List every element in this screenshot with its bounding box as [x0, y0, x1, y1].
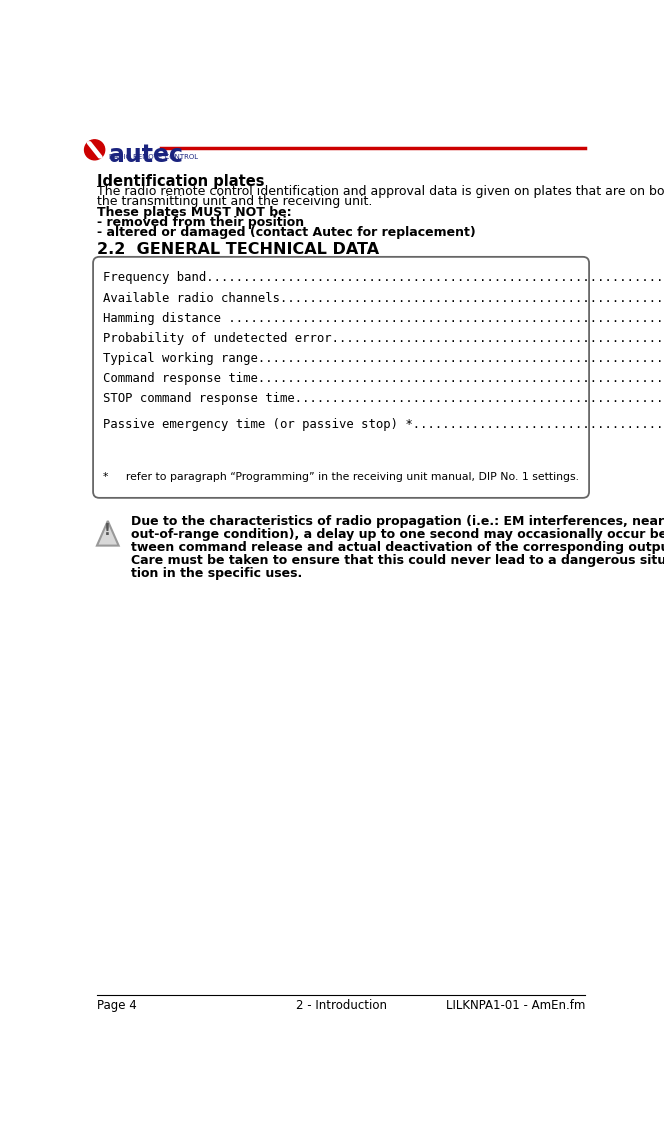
Text: STOP command response time......................................................: STOP command response time..............… — [103, 392, 664, 404]
Text: These plates MUST NOT be:: These plates MUST NOT be: — [97, 206, 291, 219]
Text: 2 - Introduction: 2 - Introduction — [295, 999, 386, 1012]
Text: Care must be taken to ensure that this could never lead to a dangerous situa-: Care must be taken to ensure that this c… — [131, 554, 664, 568]
Text: tween command release and actual deactivation of the corresponding output.: tween command release and actual deactiv… — [131, 540, 664, 554]
Text: - altered or damaged (contact Autec for replacement): - altered or damaged (contact Autec for … — [97, 227, 475, 239]
Circle shape — [84, 139, 105, 160]
Text: out-of-range condition), a delay up to one second may occasionally occur be-: out-of-range condition), a delay up to o… — [131, 528, 664, 540]
Text: tion in the specific uses.: tion in the specific uses. — [131, 568, 302, 580]
Text: !: ! — [104, 522, 112, 538]
Text: Typical working range...........................................................: Typical working range...................… — [103, 351, 664, 365]
Text: autec: autec — [109, 143, 183, 167]
Text: - removed from their position: - removed from their position — [97, 216, 304, 229]
Text: Probability of undetected error.................................................: Probability of undetected error.........… — [103, 332, 664, 344]
Text: Passive emergency time (or passive stop) *......................................: Passive emergency time (or passive stop)… — [103, 418, 664, 431]
Text: *     refer to paragraph “Programming” in the receiving unit manual, DIP No. 1 s: * refer to paragraph “Programming” in th… — [103, 472, 579, 483]
Text: Available radio channels........................................................: Available radio channels................… — [103, 291, 664, 305]
Text: Command response time...........................................................: Command response time...................… — [103, 372, 664, 384]
Text: Due to the characteristics of radio propagation (i.e.: EM interferences, near: Due to the characteristics of radio prop… — [131, 514, 664, 528]
Text: RADIO REMOTE CONTROL: RADIO REMOTE CONTROL — [109, 154, 198, 161]
Text: Frequency band..................................................................: Frequency band..........................… — [103, 272, 664, 284]
Text: LILKNPA1-01 - AmEn.fm: LILKNPA1-01 - AmEn.fm — [446, 999, 585, 1012]
Text: the transmitting unit and the receiving unit.: the transmitting unit and the receiving … — [97, 195, 373, 208]
FancyBboxPatch shape — [93, 257, 589, 497]
Text: The radio remote control identification and approval data is given on plates tha: The radio remote control identification … — [97, 185, 664, 198]
Text: Identification plates: Identification plates — [97, 174, 264, 189]
Text: 2.2  GENERAL TECHNICAL DATA: 2.2 GENERAL TECHNICAL DATA — [97, 242, 379, 257]
Text: Hamming distance ...............................................................: Hamming distance .......................… — [103, 312, 664, 324]
Polygon shape — [97, 521, 119, 546]
Text: Page 4: Page 4 — [97, 999, 137, 1012]
